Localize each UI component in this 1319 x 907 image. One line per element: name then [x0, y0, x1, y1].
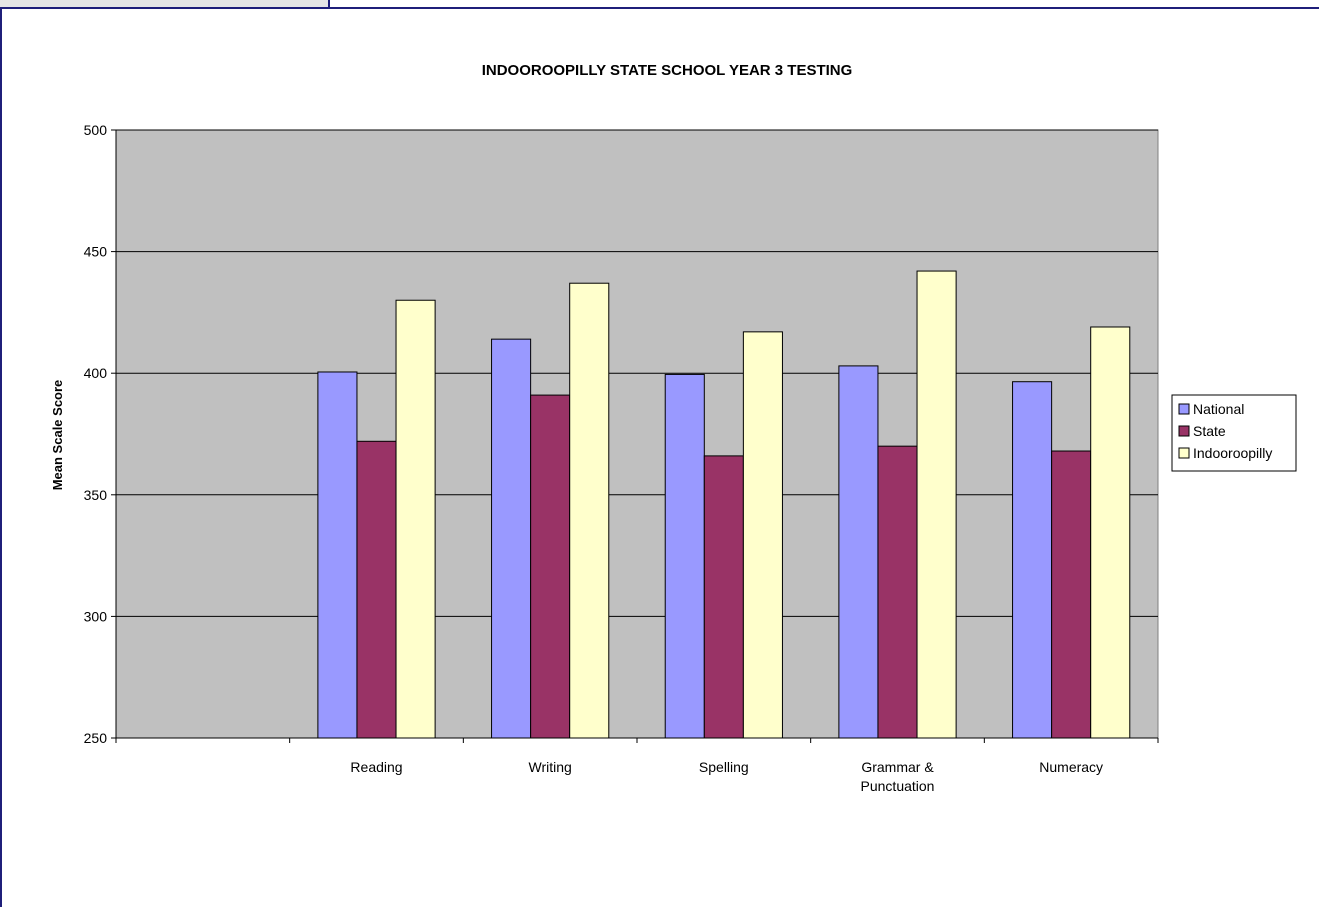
bar-state	[1051, 450, 1092, 739]
chart-title: INDOOROOPILLY STATE SCHOOL YEAR 3 TESTIN…	[482, 62, 853, 79]
legend-label: Indooroopilly	[1193, 445, 1272, 461]
bar-indooroopilly	[916, 270, 957, 739]
bar-state	[530, 394, 571, 739]
y-axis: 250 300 350 400 450 500	[84, 122, 117, 746]
bar-national	[838, 365, 879, 739]
y-tick-label: 500	[84, 122, 108, 138]
plot-background	[115, 129, 1159, 739]
x-axis: Reading Writing Spelling Grammar & Punctuati…	[115, 737, 1159, 794]
bar-indooroopilly	[395, 299, 436, 739]
bars	[317, 270, 1131, 739]
legend-swatch	[1178, 403, 1190, 415]
bar-national	[317, 371, 358, 739]
y-tick-label: 400	[84, 365, 108, 381]
bar-state	[877, 445, 918, 739]
bar-state	[356, 440, 397, 739]
y-tick-label: 300	[84, 608, 108, 624]
bar-national	[1012, 381, 1053, 739]
top-strip-left-cell	[0, 0, 330, 7]
bar-indooroopilly	[1090, 326, 1131, 739]
bar-national	[491, 338, 532, 739]
x-tick-label: Numeracy	[1039, 759, 1103, 775]
legend-swatch	[1178, 425, 1190, 437]
y-tick-label: 350	[84, 487, 108, 503]
y-tick-label: 450	[84, 244, 108, 260]
legend-label: State	[1193, 423, 1226, 439]
legend-label: National	[1193, 401, 1244, 417]
bar-indooroopilly	[569, 282, 610, 739]
x-tick-label: Grammar &	[861, 759, 934, 775]
bar-national	[664, 373, 705, 739]
plot-area	[115, 129, 1159, 739]
y-axis-title: Mean Scale Score	[50, 380, 65, 491]
x-tick-label: Writing	[529, 759, 572, 775]
legend: National State Indooroopilly	[1171, 394, 1297, 472]
legend-box	[1171, 394, 1297, 472]
legend-swatch	[1178, 447, 1190, 459]
x-tick-label: Spelling	[699, 759, 749, 775]
bar-state	[703, 455, 744, 739]
x-tick-label: Punctuation	[861, 778, 935, 794]
bar-indooroopilly	[742, 331, 783, 739]
x-tick-label: Reading	[350, 759, 402, 775]
top-strip	[0, 0, 1319, 9]
y-tick-label: 250	[84, 730, 108, 746]
